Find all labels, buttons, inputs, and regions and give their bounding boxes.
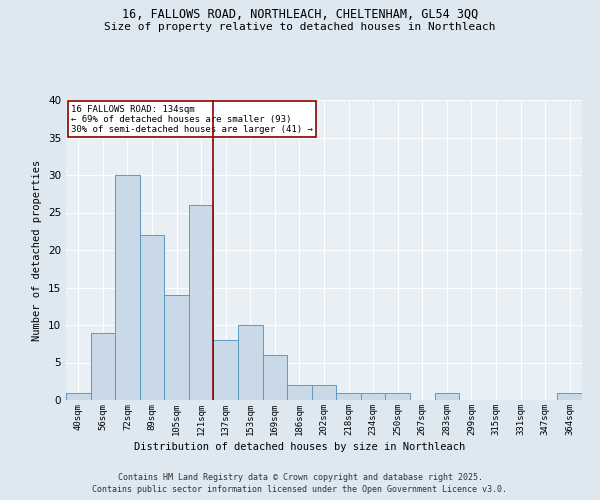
Bar — [336, 392, 361, 400]
Text: Size of property relative to detached houses in Northleach: Size of property relative to detached ho… — [104, 22, 496, 32]
Bar — [66, 392, 91, 400]
Bar — [140, 235, 164, 400]
Text: Distribution of detached houses by size in Northleach: Distribution of detached houses by size … — [134, 442, 466, 452]
Bar — [263, 355, 287, 400]
Bar — [361, 392, 385, 400]
Bar — [557, 392, 582, 400]
Bar — [189, 205, 214, 400]
Bar — [385, 392, 410, 400]
Bar — [312, 385, 336, 400]
Text: Contains public sector information licensed under the Open Government Licence v3: Contains public sector information licen… — [92, 485, 508, 494]
Text: 16, FALLOWS ROAD, NORTHLEACH, CHELTENHAM, GL54 3QQ: 16, FALLOWS ROAD, NORTHLEACH, CHELTENHAM… — [122, 8, 478, 20]
Bar — [287, 385, 312, 400]
Bar — [238, 325, 263, 400]
Bar — [115, 175, 140, 400]
Text: 16 FALLOWS ROAD: 134sqm
← 69% of detached houses are smaller (93)
30% of semi-de: 16 FALLOWS ROAD: 134sqm ← 69% of detache… — [71, 104, 313, 134]
Bar — [91, 332, 115, 400]
Bar — [214, 340, 238, 400]
Y-axis label: Number of detached properties: Number of detached properties — [32, 160, 43, 340]
Bar — [164, 295, 189, 400]
Text: Contains HM Land Registry data © Crown copyright and database right 2025.: Contains HM Land Registry data © Crown c… — [118, 472, 482, 482]
Bar — [434, 392, 459, 400]
